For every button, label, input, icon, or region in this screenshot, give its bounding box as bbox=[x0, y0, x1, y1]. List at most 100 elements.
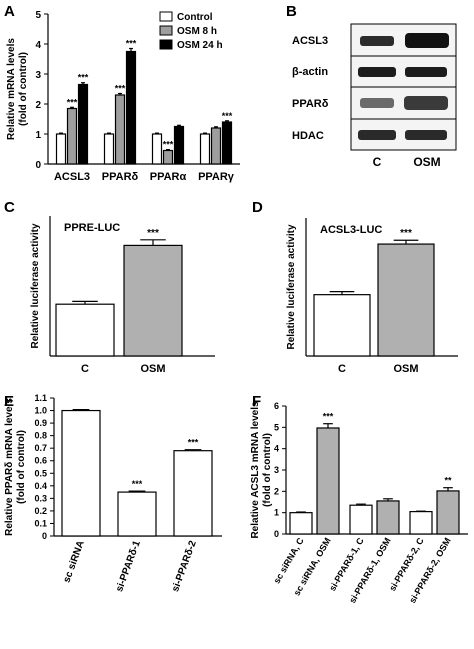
chart-d-ylabel: Relative luciferase activity bbox=[286, 224, 297, 350]
chart-f-ytick-label: 1 bbox=[274, 508, 279, 518]
chart-f-ylabel: Relative ACSL3 mRNA levels(fold of contr… bbox=[250, 401, 273, 539]
chart-c-xtick-label: OSM bbox=[140, 363, 165, 375]
chart-a-ytick-label: 0 bbox=[35, 160, 41, 171]
chart-f-bar bbox=[349, 504, 373, 535]
chart-f-ytick-label: 4 bbox=[274, 444, 279, 454]
chart-c: PPRE-LUC Relative luciferase activity C ***… bbox=[30, 216, 215, 375]
chart-a-annotation: *** bbox=[115, 84, 126, 94]
chart-e-annotation: *** bbox=[132, 479, 143, 489]
chart-a-bar bbox=[77, 83, 89, 165]
chart-a-legend-swatch bbox=[159, 25, 173, 36]
chart-a-legend-swatch bbox=[159, 11, 173, 22]
chart-c-ylabel: Relative luciferase activity bbox=[30, 223, 41, 349]
chart-e-xtick-label: si-PPARδ-1 bbox=[114, 539, 143, 594]
chart-e-ylabel: Relative PPARδ mRNA levels(fold of contr… bbox=[4, 398, 27, 536]
chart-f-ytick-label: 6 bbox=[274, 401, 279, 411]
chart-d-bar bbox=[377, 243, 435, 357]
blot-label-hdac: HDAC bbox=[292, 130, 324, 142]
chart-a-ytick-label: 3 bbox=[35, 70, 41, 81]
chart-a-bar bbox=[125, 50, 137, 165]
chart-e-bar bbox=[173, 450, 213, 537]
chart-a-legend-label: OSM 8 h bbox=[177, 26, 217, 37]
chart-a-legend-label: OSM 24 h bbox=[177, 40, 223, 51]
blot-label-acsl3: ACSL3 bbox=[292, 35, 328, 47]
chart-a-bar bbox=[114, 94, 126, 165]
chart-d: ACSL3-LUC Relative luciferase activity C **… bbox=[286, 218, 458, 375]
chart-a-legend-label: Control bbox=[177, 12, 213, 23]
chart-a-bar bbox=[162, 149, 174, 165]
chart-a-bar bbox=[66, 107, 78, 165]
chart-e-ytick-label: 0.3 bbox=[34, 493, 47, 503]
band-ppard-c bbox=[360, 98, 394, 108]
chart-e-ytick-label: 0.6 bbox=[34, 456, 47, 466]
chart-a-bar bbox=[199, 133, 211, 165]
chart-a-bar bbox=[173, 125, 185, 165]
chart-e-ytick-label: 0.1 bbox=[34, 518, 47, 528]
panel-label-a: A bbox=[4, 3, 15, 20]
chart-f-bar bbox=[436, 490, 460, 535]
chart-a-ytick-label: 2 bbox=[35, 100, 41, 111]
band-ppard-osm bbox=[404, 96, 448, 110]
chart-a-legend-swatch bbox=[159, 39, 173, 50]
western-blot: ACSL3 β-actin PPARδ HDAC C OSM bbox=[292, 23, 457, 169]
chart-a-xtick-label: PPARγ bbox=[198, 171, 235, 183]
chart-a-bar bbox=[55, 133, 67, 165]
chart-a-annotation: *** bbox=[67, 97, 78, 107]
chart-e-ytick-label: 0.8 bbox=[34, 431, 47, 441]
chart-a: 0 1 2 3 4 5 Relative mRNA levels(fold of contr… bbox=[6, 10, 240, 183]
chart-f-bar bbox=[289, 512, 313, 535]
chart-e-bar bbox=[117, 491, 157, 537]
chart-d-annotation: *** bbox=[400, 228, 412, 239]
chart-e: 0 0.1 0.2 0.3 0.4 0.5 0.6 0.7 0.8 0.9 1.0 1.1 Relati… bbox=[4, 393, 222, 593]
chart-a-annotation: *** bbox=[78, 73, 89, 83]
chart-a-ylabel: Relative mRNA levels(fold of control) bbox=[6, 38, 29, 140]
chart-c-xtick-label: C bbox=[81, 363, 89, 375]
chart-a-annotation: *** bbox=[163, 140, 174, 150]
chart-c-bar bbox=[55, 303, 115, 357]
chart-e-bar bbox=[61, 409, 101, 537]
chart-f-bar bbox=[316, 427, 340, 535]
band-actin-osm bbox=[405, 67, 447, 77]
band-hdac-osm bbox=[405, 130, 447, 140]
chart-f-annotation: *** bbox=[323, 412, 334, 422]
chart-f-annotation: ** bbox=[444, 476, 452, 486]
chart-a-ytick-label: 1 bbox=[35, 130, 41, 141]
chart-e-ytick-label: 1.0 bbox=[34, 406, 47, 416]
chart-e-ytick-label: 0.2 bbox=[34, 506, 47, 516]
panel-label-b: B bbox=[286, 3, 297, 20]
chart-e-ytick-label: 1.1 bbox=[34, 393, 47, 403]
chart-f-ytick-label: 0 bbox=[274, 529, 279, 539]
chart-e-ytick-label: 0.4 bbox=[34, 481, 47, 491]
blot-label-ppard: PPARδ bbox=[292, 98, 329, 110]
blot-lane-c: C bbox=[373, 155, 382, 169]
chart-f-bar bbox=[409, 511, 433, 535]
chart-c-bar bbox=[123, 244, 183, 357]
chart-e-ytick-label: 0.9 bbox=[34, 418, 47, 428]
chart-d-xtick-label: OSM bbox=[393, 363, 418, 375]
chart-d-bar bbox=[313, 294, 371, 357]
chart-a-bar bbox=[103, 133, 115, 165]
blot-lane-osm: OSM bbox=[413, 155, 440, 169]
chart-a-annotation: *** bbox=[222, 111, 233, 121]
panel-label-c: C bbox=[4, 199, 15, 216]
chart-f-bar bbox=[376, 500, 400, 535]
chart-e-xtick-label: sc siRNA bbox=[61, 539, 86, 584]
chart-d-xtick-label: C bbox=[338, 363, 346, 375]
chart-a-ytick-label: 4 bbox=[35, 40, 41, 51]
chart-e-ytick-label: 0.5 bbox=[34, 468, 47, 478]
chart-a-xtick-label: PPARδ bbox=[102, 171, 139, 183]
chart-c-title: PPRE-LUC bbox=[64, 222, 120, 234]
chart-e-ytick-label: 0 bbox=[42, 531, 47, 541]
panel-label-f: F bbox=[252, 393, 261, 410]
chart-a-ytick-label: 5 bbox=[35, 10, 41, 21]
band-hdac-c bbox=[358, 130, 396, 140]
chart-f-ytick-label: 2 bbox=[274, 486, 279, 496]
chart-c-annotation: *** bbox=[147, 228, 159, 239]
panel-label-d: D bbox=[252, 199, 263, 216]
chart-a-bar bbox=[221, 121, 233, 165]
band-acsl3-osm bbox=[405, 33, 449, 48]
chart-d-title: ACSL3-LUC bbox=[320, 224, 382, 236]
chart-e-annotation: *** bbox=[188, 438, 199, 448]
chart-a-bar bbox=[210, 127, 222, 165]
